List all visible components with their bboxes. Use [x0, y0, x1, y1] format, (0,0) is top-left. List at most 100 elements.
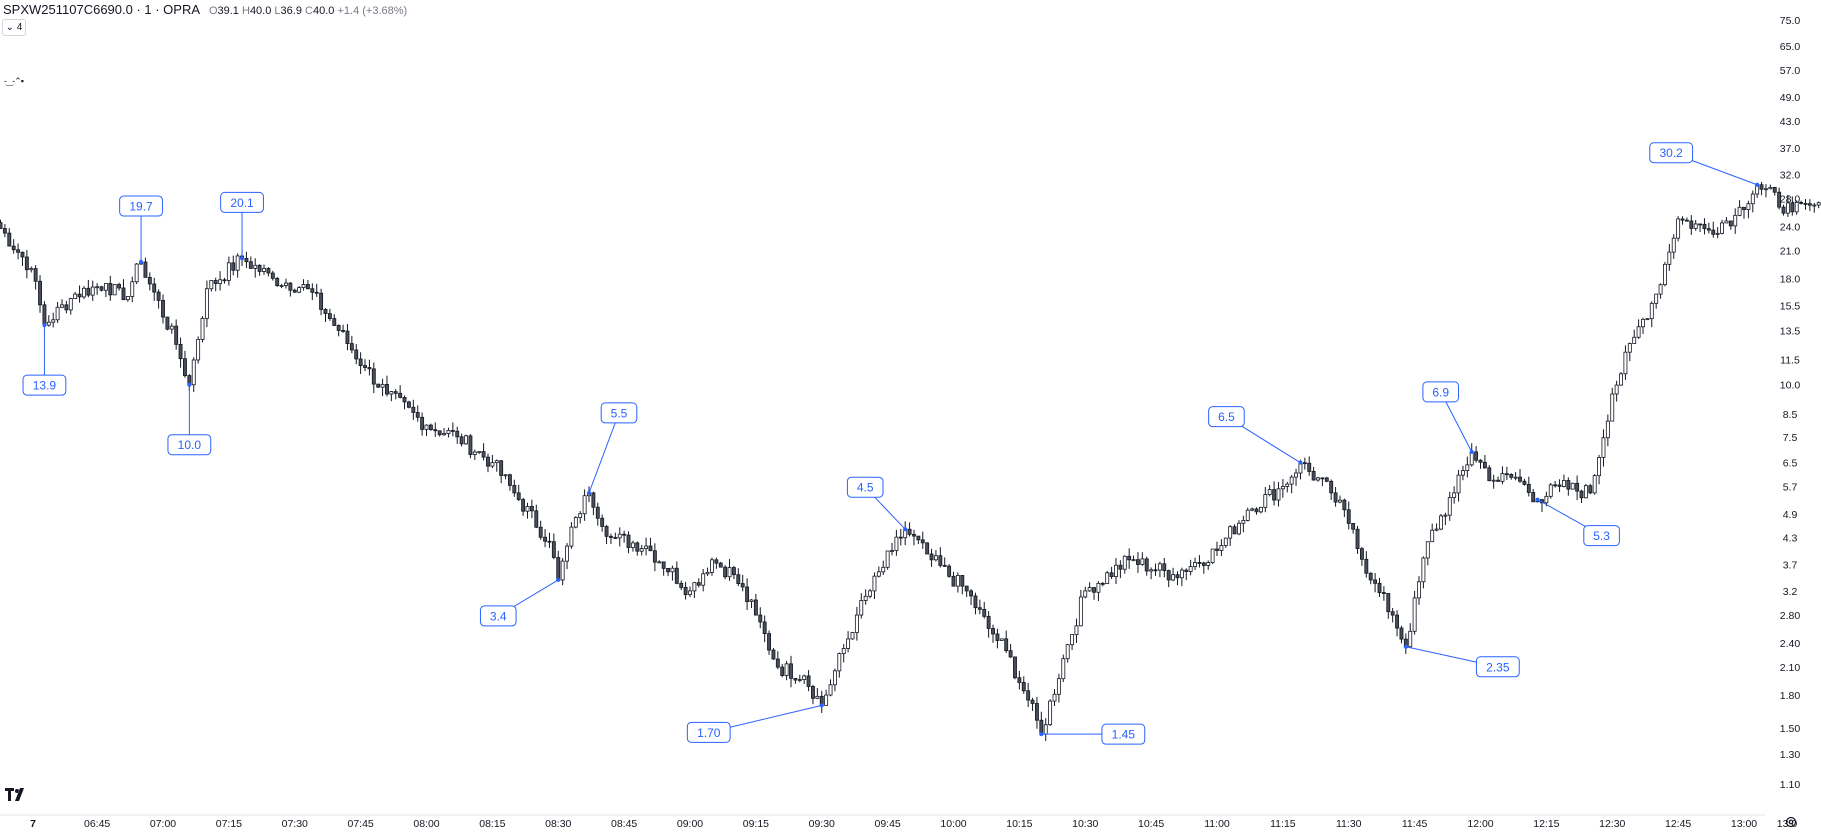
candle-body: [1390, 611, 1395, 616]
candle-body: [38, 280, 42, 306]
candle-body: [284, 282, 288, 286]
candle-body: [1605, 420, 1610, 439]
price-tick-label: 7.5: [1783, 432, 1798, 444]
time-tick-label: 10:45: [1138, 818, 1164, 830]
candle-body: [569, 526, 574, 547]
candle-body: [1412, 597, 1417, 632]
candle-body: [582, 495, 587, 515]
callout-dot: [1403, 644, 1408, 649]
candle-body: [547, 540, 552, 543]
candle-body: [1219, 545, 1224, 551]
tradingview-logo-icon[interactable]: [4, 786, 30, 802]
candle-body: [1294, 472, 1298, 478]
candle-body: [683, 586, 688, 595]
candle-body: [367, 367, 372, 370]
candle-body: [740, 583, 745, 588]
close-label: C: [305, 5, 313, 17]
candle-body: [850, 632, 855, 640]
candle-body: [797, 679, 802, 681]
callout-dot: [42, 323, 47, 328]
candle-body: [319, 292, 324, 310]
candle-body: [806, 675, 811, 687]
candle-body: [1711, 229, 1716, 235]
candle-body: [1092, 587, 1096, 593]
candles-layer: [0, 181, 1821, 741]
candle-body: [591, 492, 596, 508]
price-tick-label: 75.0: [1780, 15, 1801, 27]
callout-dot: [1535, 497, 1540, 502]
candle-body: [1368, 572, 1373, 581]
price-tick-label: 6.5: [1783, 458, 1798, 470]
candle-body: [1698, 223, 1703, 226]
candle-body: [1733, 214, 1738, 227]
candle-body: [872, 575, 877, 592]
candle-body: [1601, 437, 1606, 458]
candle-body: [666, 567, 670, 573]
candle-body: [257, 264, 262, 272]
callout-box: [1583, 525, 1620, 547]
candle-body: [112, 284, 117, 296]
candle-body: [1065, 644, 1070, 660]
candle-body: [1509, 474, 1514, 478]
candle-body: [898, 536, 903, 539]
candle-body: [1144, 558, 1149, 572]
candle-body: [604, 526, 609, 537]
candle-body: [1781, 206, 1786, 214]
candle-body: [275, 277, 280, 286]
candle-body: [1654, 293, 1659, 304]
candle-body: [1487, 467, 1492, 482]
gear-icon[interactable]: [1784, 815, 1798, 829]
candle-body: [1724, 220, 1729, 224]
candle-body: [1522, 480, 1527, 485]
candle-body: [1179, 569, 1184, 579]
price-tick-label: 4.3: [1783, 532, 1798, 544]
candle-body: [723, 566, 728, 578]
candle-body: [1210, 548, 1215, 563]
candle-body: [1408, 630, 1413, 648]
candle-body: [626, 534, 631, 548]
candle-body: [1772, 187, 1777, 193]
candle-body: [1430, 529, 1435, 543]
candle-body: [784, 663, 789, 676]
collapse-legend-button[interactable]: ⌄ 4: [2, 19, 26, 36]
candle-body: [1566, 480, 1571, 490]
callout-dot: [1039, 732, 1044, 737]
price-tick-label: 49.0: [1780, 92, 1801, 104]
callout-label: 5.3: [1593, 529, 1610, 543]
candle-body: [1785, 202, 1790, 214]
candle-body: [846, 638, 851, 649]
candle-body: [310, 288, 315, 293]
candle-body: [859, 600, 864, 616]
candle-body: [1311, 471, 1316, 481]
candle-body: [363, 365, 367, 368]
candle-body: [1614, 384, 1619, 395]
candle-body: [1267, 489, 1272, 495]
candle-body: [793, 677, 798, 681]
candle-body: [560, 560, 565, 581]
symbol-title[interactable]: SPXW251107C6690.0 · 1 · OPRA: [3, 2, 200, 17]
candle-body: [1140, 558, 1145, 565]
candle-body: [437, 430, 442, 436]
callout-dot: [1755, 182, 1760, 187]
candle-body: [327, 313, 332, 319]
candle-body: [780, 666, 785, 676]
candle-body: [995, 633, 1000, 641]
chart-header: SPXW251107C6690.0 · 1 · OPRA O39.1 H40.0…: [3, 2, 407, 17]
candle-body: [1061, 658, 1066, 680]
candle-body: [964, 585, 969, 592]
candle-body: [1803, 203, 1808, 205]
candle-body: [11, 245, 16, 251]
candle-body: [1052, 693, 1057, 702]
candle-body: [1583, 485, 1588, 499]
candle-body: [305, 284, 310, 290]
callout-dot: [139, 260, 144, 265]
callout-dot: [903, 527, 908, 532]
candle-body: [1500, 473, 1505, 482]
candle-body: [688, 590, 692, 595]
callouts-layer: 19.7 13.9 10.0 20.1 3.4 5.5 1.70 4.5 1.45 6.5 2.35…: [22, 142, 1760, 745]
candle-body: [99, 286, 104, 291]
candle-body: [1157, 563, 1162, 571]
callout-box: [1422, 381, 1460, 403]
candle-body: [1513, 476, 1518, 479]
